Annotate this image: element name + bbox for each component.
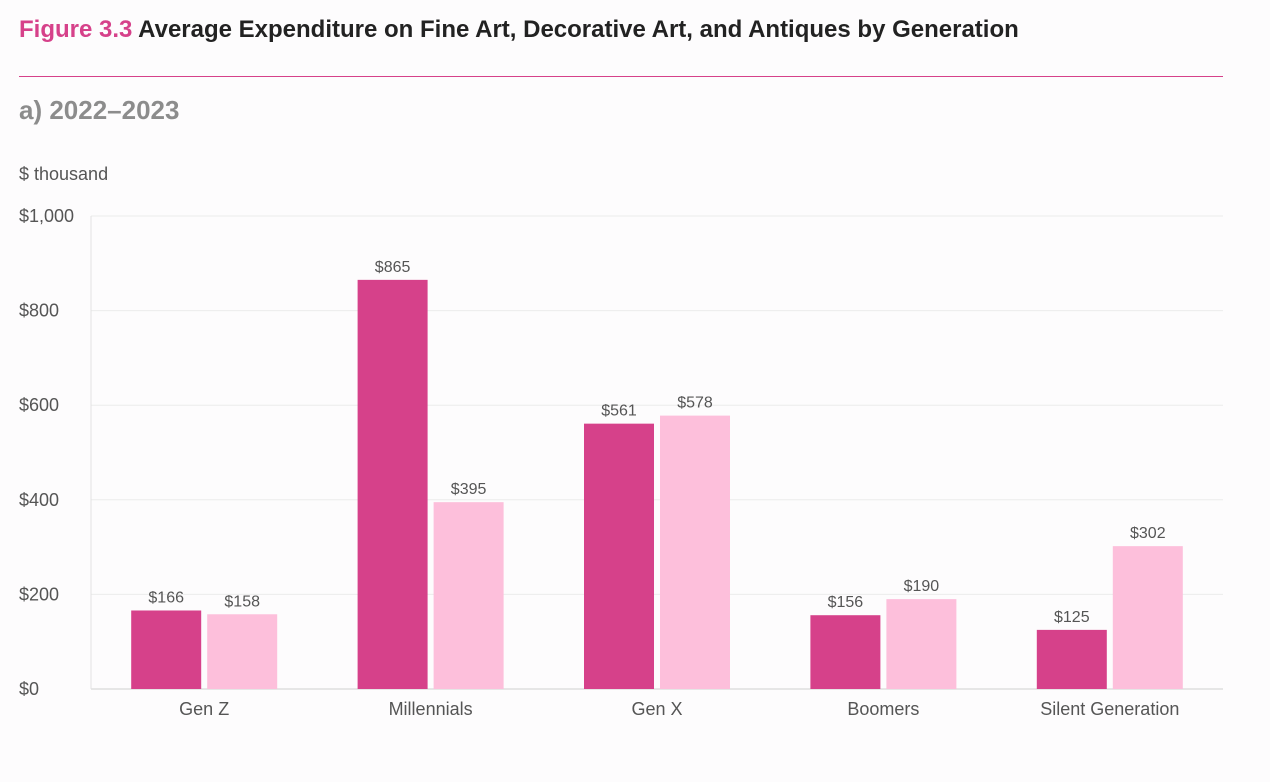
y-axis-unit-label: $ thousand <box>19 164 109 184</box>
bar <box>886 599 957 689</box>
figure-title: Figure 3.3 Average Expenditure on Fine A… <box>19 16 1019 44</box>
data-label: $166 <box>148 589 184 606</box>
data-label: $561 <box>601 403 637 420</box>
y-tick-label: $400 <box>19 490 59 510</box>
y-tick-label: $200 <box>19 584 59 604</box>
data-label: $578 <box>677 395 713 412</box>
bar <box>207 614 278 689</box>
data-label: $190 <box>904 578 940 595</box>
x-tick-label: Gen X <box>631 699 682 719</box>
x-tick-label: Gen Z <box>179 699 229 719</box>
y-tick-label: $600 <box>19 395 59 415</box>
title-divider <box>19 76 1223 77</box>
y-tick-label: $800 <box>19 301 59 321</box>
x-tick-label: Silent Generation <box>1040 699 1179 719</box>
data-label: $125 <box>1054 609 1090 626</box>
data-label: $158 <box>224 593 260 610</box>
bar <box>660 415 730 689</box>
x-tick-label: Millennials <box>389 699 473 719</box>
x-tick-label: Boomers <box>847 699 919 719</box>
bar <box>357 279 428 689</box>
chart-subtitle: a) 2022–2023 <box>19 95 180 125</box>
bar <box>584 423 654 689</box>
bar <box>810 615 881 689</box>
bar <box>1036 629 1107 689</box>
bar <box>433 502 504 689</box>
bar <box>1112 546 1183 689</box>
figure-title-text: Average Expenditure on Fine Art, Decorat… <box>138 16 1019 43</box>
y-tick-label: $1,000 <box>19 206 74 226</box>
figure-number: Figure 3.3 <box>19 16 133 43</box>
y-tick-label: $0 <box>19 679 39 699</box>
data-label: $865 <box>375 259 411 276</box>
data-label: $156 <box>828 594 864 611</box>
bar <box>131 610 202 689</box>
data-label: $302 <box>1130 525 1166 542</box>
data-label: $395 <box>451 481 487 498</box>
